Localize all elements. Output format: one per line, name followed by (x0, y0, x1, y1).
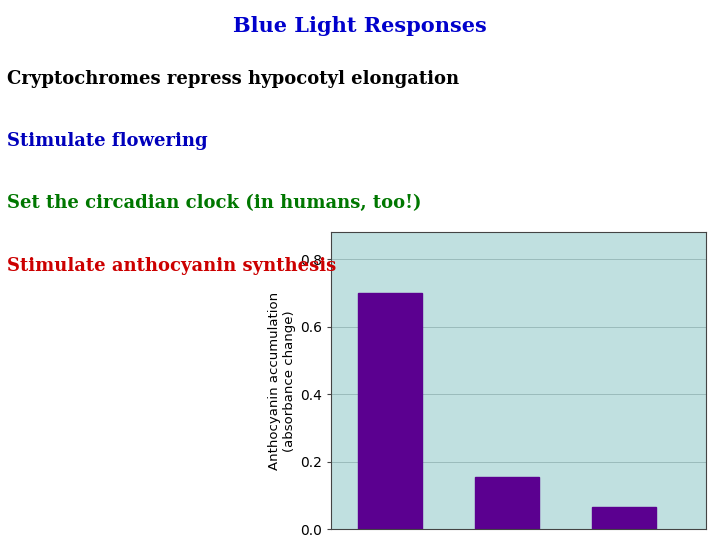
Text: Cryptochromes repress hypocotyl elongation: Cryptochromes repress hypocotyl elongati… (7, 70, 459, 88)
Text: Stimulate anthocyanin synthesis: Stimulate anthocyanin synthesis (7, 256, 336, 274)
Text: Set the circadian clock (in humans, too!): Set the circadian clock (in humans, too!… (7, 194, 422, 212)
Y-axis label: Anthocyanin accumulation
(absorbance change): Anthocyanin accumulation (absorbance cha… (268, 292, 296, 470)
Text: Blue Light Responses: Blue Light Responses (233, 16, 487, 36)
Bar (592, 507, 656, 529)
Bar (358, 293, 422, 529)
Text: Stimulate flowering: Stimulate flowering (7, 132, 208, 150)
Bar (474, 477, 539, 529)
